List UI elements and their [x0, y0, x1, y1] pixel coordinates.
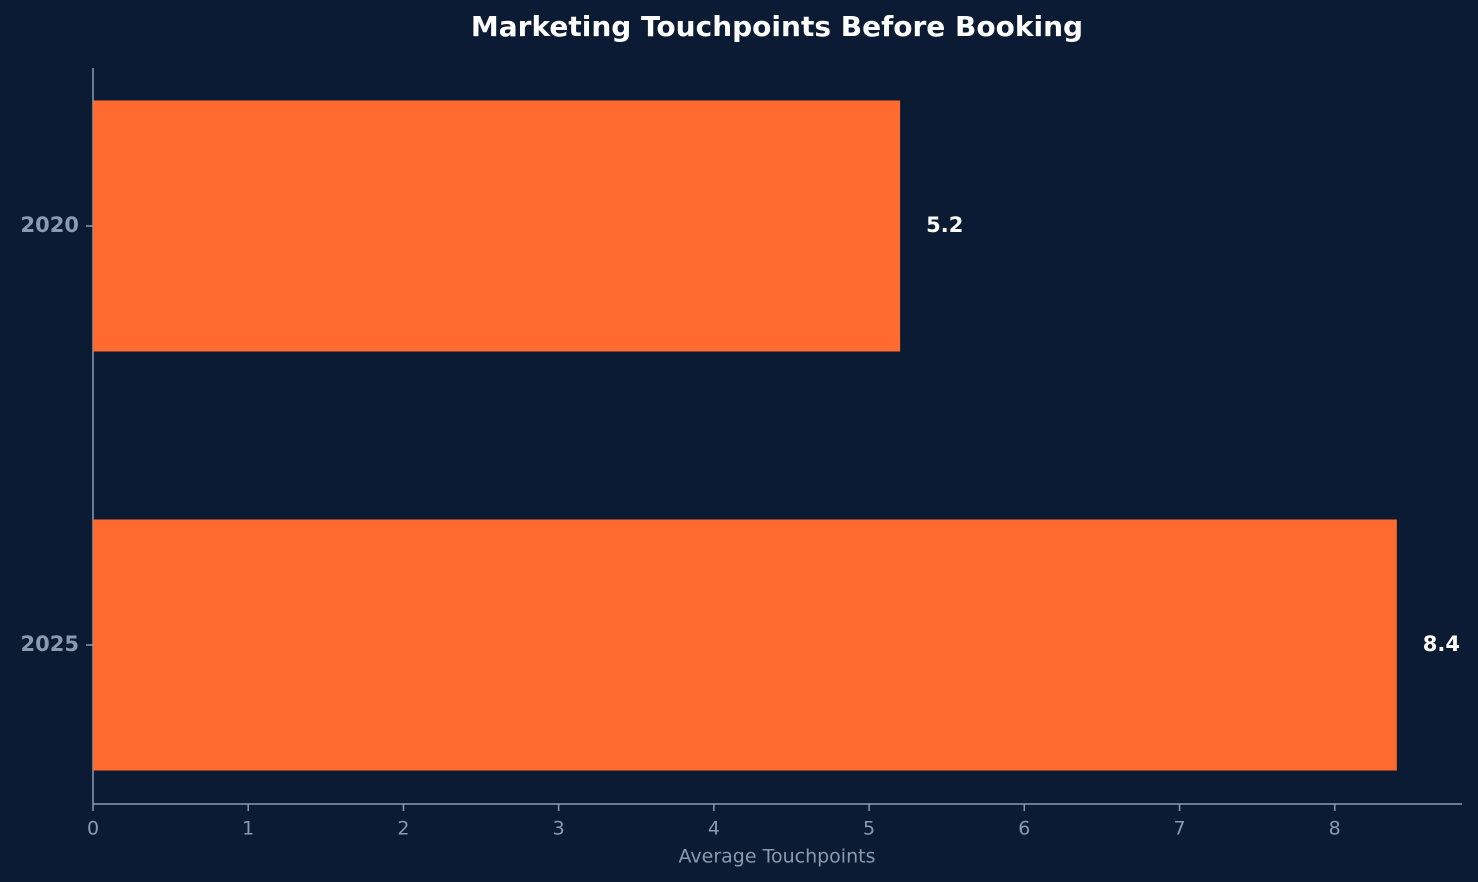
bar — [93, 519, 1397, 771]
x-tick-label: 0 — [87, 818, 99, 840]
x-tick-label: 8 — [1329, 818, 1341, 840]
x-tick-label: 2 — [397, 818, 409, 840]
x-tick-label: 1 — [242, 818, 254, 840]
x-tick-label: 6 — [1018, 818, 1030, 840]
x-axis-label: Average Touchpoints — [679, 846, 876, 868]
x-tick-label: 7 — [1173, 818, 1185, 840]
x-tick-label: 3 — [553, 818, 565, 840]
x-tick-label: 5 — [863, 818, 875, 840]
value-label: 5.2 — [926, 213, 963, 237]
bar — [93, 100, 901, 352]
chart-title: Marketing Touchpoints Before Booking — [471, 10, 1083, 43]
y-tick-label: 2020 — [21, 213, 79, 237]
y-tick-label: 2025 — [21, 632, 79, 656]
x-tick-label: 4 — [708, 818, 720, 840]
value-label: 8.4 — [1423, 632, 1460, 656]
